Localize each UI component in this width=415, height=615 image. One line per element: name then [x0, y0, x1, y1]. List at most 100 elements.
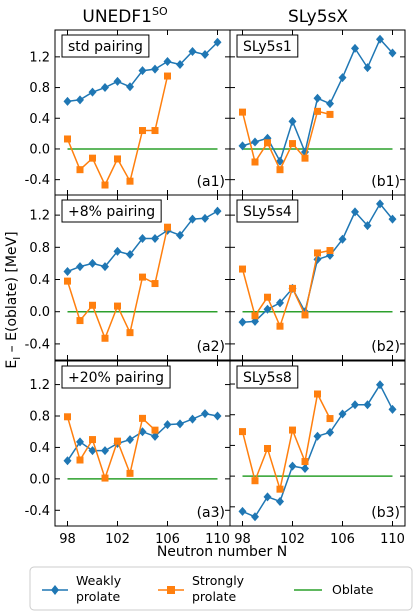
x-tick-label: 98 — [234, 532, 251, 547]
data-point-weakly — [76, 262, 84, 272]
data-point-weakly — [238, 317, 247, 327]
y-tick-label: 0.8 — [29, 241, 50, 256]
y-tick-label: 0.8 — [29, 410, 50, 425]
legend: Weakly prolate Strongly prolate Oblate — [29, 566, 413, 611]
data-point-strongly — [251, 477, 259, 485]
data-point-weakly — [63, 456, 72, 466]
data-point-weakly — [101, 446, 109, 456]
legend-frame — [29, 566, 413, 611]
data-point-weakly — [388, 214, 397, 224]
data-point-strongly — [239, 265, 246, 273]
panel-a2: -0.4 0.0 0.4 0.8 1.2 +8% pairing (a2) — [25, 194, 231, 361]
y-tick-label: 0.0 — [29, 472, 50, 487]
y-tick-label: 0.0 — [29, 305, 50, 320]
data-point-weakly — [163, 56, 172, 66]
legend-weakly-entry: Weakly prolate — [42, 573, 122, 604]
data-point-weakly — [88, 87, 97, 97]
y-tick-label: 0.8 — [29, 81, 50, 96]
data-point-strongly — [314, 390, 321, 398]
data-point-weakly — [163, 420, 172, 430]
panel-box-frame — [236, 199, 299, 223]
data-point-strongly — [139, 127, 146, 135]
data-point-strongly — [276, 322, 284, 330]
data-point-strongly — [239, 108, 246, 116]
data-point-weakly — [351, 400, 359, 410]
data-point-weakly — [213, 206, 222, 216]
data-point-strongly — [164, 72, 171, 80]
data-point-weakly — [376, 380, 384, 390]
panel-tag: (b2) — [371, 339, 400, 355]
legend-strongly-entry: Strongly prolate — [158, 573, 245, 604]
x-tick-label: 106 — [330, 532, 355, 547]
column-title-unedf1: UNEDF1SO — [82, 5, 168, 27]
data-point-strongly — [89, 436, 96, 444]
panel-box-label: SLy5s8 — [243, 370, 292, 386]
panel-b2: SLy5s4 (b2) — [229, 194, 406, 361]
data-point-weakly — [363, 400, 372, 410]
data-point-strongly — [264, 293, 271, 301]
data-point-weakly — [113, 246, 122, 256]
data-point-strongly — [314, 107, 321, 115]
data-point-weakly — [188, 414, 197, 424]
data-point-weakly — [276, 496, 284, 506]
data-point-strongly — [314, 249, 321, 257]
data-point-weakly — [263, 492, 272, 502]
data-point-weakly — [201, 409, 209, 419]
panel-b1: SLy5s1 (b1) — [229, 29, 406, 196]
data-point-strongly — [126, 329, 134, 337]
panel-box-frame — [61, 365, 171, 389]
data-point-strongly — [264, 139, 271, 147]
data-point-strongly — [301, 311, 309, 319]
column-title-sly5sx: SLy5sX — [288, 7, 348, 27]
legend-strongly-label-2: prolate — [192, 589, 236, 604]
data-point-weakly — [188, 46, 197, 56]
data-point-weakly — [388, 48, 397, 58]
data-point-weakly — [238, 141, 247, 151]
data-point-strongly — [164, 223, 171, 231]
y-tick-label: 1.2 — [29, 209, 50, 224]
data-point-weakly — [126, 82, 134, 92]
data-point-weakly — [76, 437, 84, 447]
legend-weakly-label-2: prolate — [76, 589, 120, 604]
data-point-weakly — [313, 431, 322, 441]
data-point-weakly — [338, 409, 347, 419]
data-point-strongly — [76, 166, 84, 174]
y-tick-label: 0.0 — [29, 142, 50, 157]
data-point-strongly — [326, 247, 334, 255]
panel-tag: (a2) — [197, 339, 225, 355]
x-tick-label: 106 — [155, 532, 180, 547]
panel-tag: (a3) — [197, 505, 225, 521]
data-point-weakly — [338, 234, 347, 244]
panel-box-frame — [61, 34, 150, 58]
data-point-weakly — [176, 60, 184, 70]
data-point-strongly — [114, 302, 121, 310]
y-tick-label: 0.4 — [29, 441, 50, 456]
data-point-strongly — [101, 181, 109, 189]
data-point-strongly — [276, 485, 284, 493]
data-point-weakly — [351, 43, 359, 53]
data-point-weakly — [276, 298, 284, 308]
data-point-strongly — [76, 317, 84, 325]
data-point-strongly — [326, 110, 334, 118]
data-point-strongly — [126, 177, 134, 185]
data-point-strongly — [251, 158, 259, 166]
y-tick-label: -0.4 — [25, 337, 50, 352]
data-point-weakly — [188, 214, 197, 224]
panel-a3: -0.4 0.0 0.4 0.8 1.2 98 102 106 110 +20% pairing (… — [25, 360, 231, 547]
data-point-strongly — [114, 437, 121, 445]
data-point-strongly — [239, 428, 246, 436]
data-point-weakly — [88, 446, 97, 456]
data-point-strongly — [289, 426, 296, 434]
y-tick-label: -0.4 — [25, 504, 50, 519]
data-point-strongly — [301, 154, 309, 162]
data-point-strongly — [89, 301, 96, 309]
data-point-strongly — [151, 127, 159, 135]
legend-weakly-marker — [51, 585, 59, 595]
data-point-weakly — [176, 230, 184, 240]
data-point-strongly — [289, 140, 296, 148]
data-point-weakly — [176, 419, 184, 429]
data-point-weakly — [276, 156, 284, 166]
data-point-weakly — [138, 233, 147, 243]
x-tick-label: 102 — [105, 532, 130, 547]
data-point-strongly — [101, 334, 109, 342]
